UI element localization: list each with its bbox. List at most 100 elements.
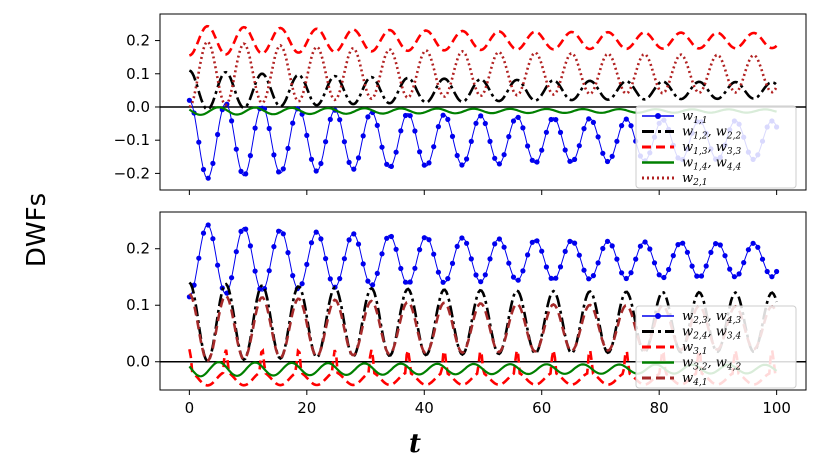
data-point [384,161,390,167]
data-point [412,265,418,271]
data-point [402,112,409,119]
data-point [186,97,192,103]
data-point [210,236,216,242]
data-point [567,238,573,244]
data-point [341,139,347,145]
data-point [229,118,235,124]
data-point [200,230,207,236]
data-point [520,125,526,131]
data-point [548,275,554,281]
data-point [276,169,282,175]
data-point [233,146,239,152]
data-point [360,133,366,139]
x-tick-label: 100 [762,399,791,417]
data-point [355,155,362,161]
data-point [675,242,681,248]
data-point [510,274,517,280]
data-point [520,268,526,274]
data-point [501,152,507,158]
data-point [454,243,460,249]
data-point [459,162,465,168]
x-tick-label: 80 [650,399,669,417]
data-point [543,264,550,270]
data-point [431,251,437,257]
data-point [323,256,329,262]
y-tick-label: −0.2 [114,164,150,182]
data-point [351,166,357,172]
data-point [323,139,329,145]
data-point [454,152,460,159]
data-point [464,156,470,162]
y-tick-label: 0.1 [126,65,150,83]
data-point [473,120,479,126]
data-point [304,261,310,267]
data-point [393,246,399,252]
data-point [543,129,550,135]
data-point [506,134,512,140]
data-point [318,160,324,167]
data-point [360,261,366,267]
data-point [290,120,296,126]
data-point [492,241,498,247]
x-tick-label: 0 [185,399,195,417]
data-point [233,249,239,255]
legend-label: w1,1 [682,109,707,126]
data-point [285,145,291,151]
data-point [431,144,437,150]
legend-label: w2,3, w4,3 [682,309,741,326]
data-point [393,149,399,155]
data-point [741,260,747,266]
data-point [642,239,648,245]
data-point [487,138,493,144]
legend-label: w1,2, w2,2 [682,125,741,142]
data-point [435,269,441,275]
data-point [229,275,235,281]
data-point [501,244,507,250]
top-panel: −0.2 −0.1 0.0 0.1 0.2 w1,1w1,2, w2,2w1,3, w3,… [114,13,807,195]
data-point [572,156,578,162]
data-point [412,128,418,134]
data-point [365,278,371,284]
data-point [478,279,484,285]
data-point [468,138,474,144]
data-point [285,250,291,256]
data-point [576,143,582,149]
data-point [633,256,639,262]
legend-label: w3,2, w4,2 [682,356,741,373]
data-point [774,268,780,275]
data-point [459,235,465,241]
data-point [417,247,423,253]
data-point [586,276,592,282]
data-point [600,245,606,252]
data-point [562,147,568,153]
data-point [567,158,573,164]
data-point [628,123,634,129]
data-point [276,228,282,234]
data-point [271,152,277,158]
data-point [417,149,423,155]
data-point [337,117,343,123]
data-point [247,243,253,249]
data-point [478,113,484,119]
data-point [440,112,446,118]
data-point [421,162,427,168]
data-point [628,270,634,276]
data-point [304,132,310,138]
legend-label: w1,3, w3,3 [682,140,741,157]
y-tick-label: 0.0 [126,353,150,371]
data-point [689,263,695,269]
data-point [327,276,333,282]
data-point [341,256,347,262]
data-point [609,153,615,159]
data-point [576,252,582,258]
data-point [736,271,742,277]
data-point [755,244,761,250]
data-point [525,143,531,149]
data-point [215,131,221,138]
data-point [534,238,540,244]
data-point [196,255,202,261]
data-point [337,276,343,282]
data-point [473,272,479,278]
data-point [595,134,601,140]
data-point [426,237,432,243]
